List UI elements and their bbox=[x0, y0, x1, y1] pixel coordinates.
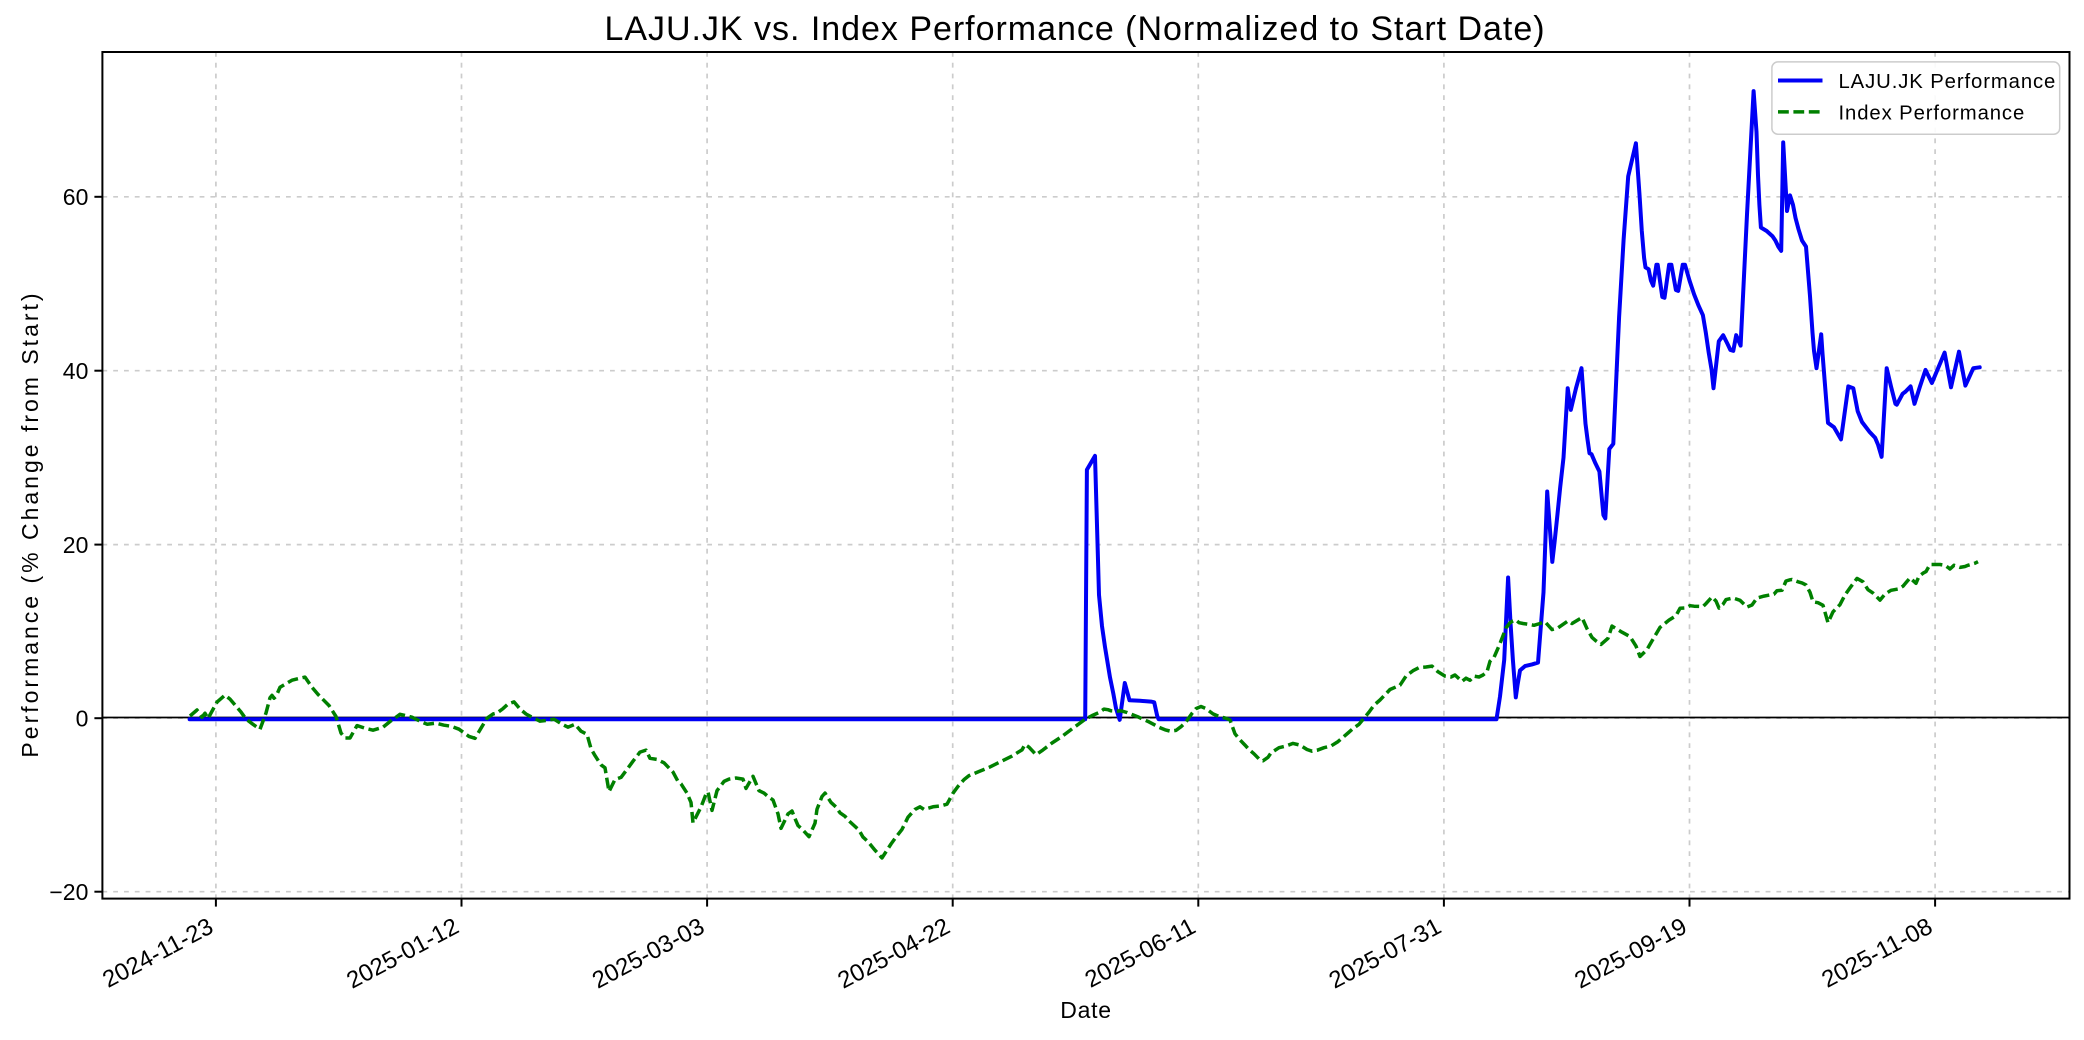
svg-text:Date: Date bbox=[1060, 997, 1111, 1023]
svg-text:20: 20 bbox=[63, 532, 89, 558]
svg-text:Performance (% Change from Sta: Performance (% Change from Start) bbox=[17, 290, 43, 757]
svg-text:LAJU.JK vs. Index Performance: LAJU.JK vs. Index Performance (Normalize… bbox=[604, 10, 1545, 48]
svg-text:40: 40 bbox=[63, 358, 89, 384]
svg-text:0: 0 bbox=[76, 706, 89, 732]
svg-text:Index Performance: Index Performance bbox=[1839, 102, 2026, 124]
svg-text:60: 60 bbox=[63, 184, 89, 210]
svg-text:LAJU.JK Performance: LAJU.JK Performance bbox=[1839, 71, 2057, 93]
svg-text:−20: −20 bbox=[49, 879, 88, 905]
